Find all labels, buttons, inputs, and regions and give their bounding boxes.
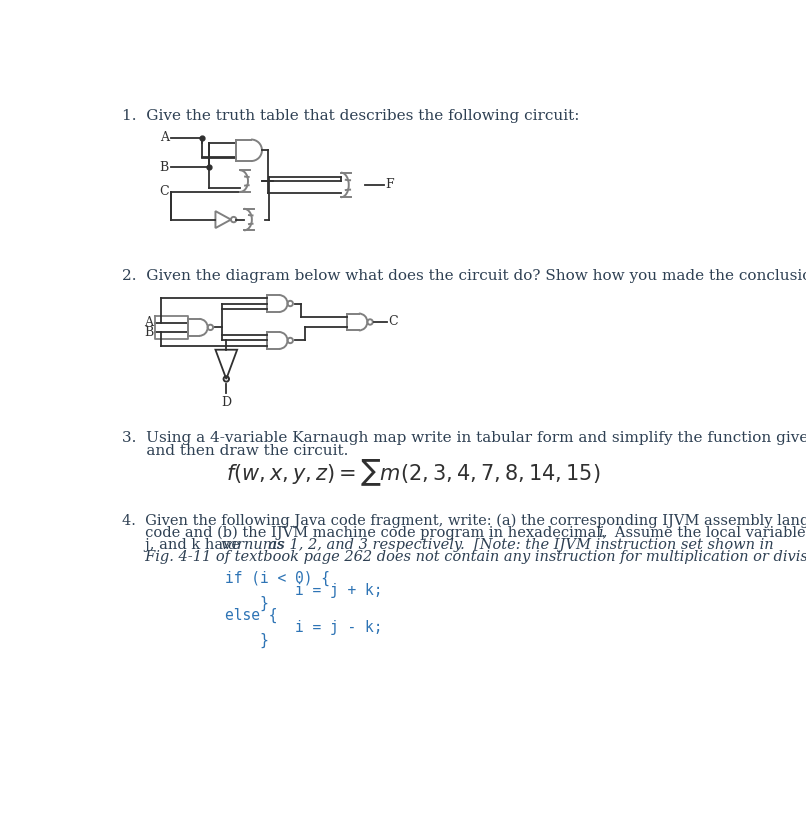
Text: C: C	[160, 185, 169, 198]
Text: $f(w, x, y, z) = \sum m(2,3,4,7,8,14,15)$: $f(w, x, y, z) = \sum m(2,3,4,7,8,14,15)…	[226, 458, 600, 488]
Text: i = j + k;: i = j + k;	[225, 583, 382, 598]
Text: B: B	[160, 161, 169, 174]
Text: as 1, 2, and 3 respectively.  [Note: the IJVM instruction set shown in: as 1, 2, and 3 respectively. [Note: the …	[264, 538, 773, 552]
Text: C: C	[388, 315, 398, 328]
Text: B: B	[144, 326, 153, 339]
Text: j, and k have: j, and k have	[123, 538, 245, 552]
Text: else {: else {	[225, 608, 277, 623]
Text: 4.  Given the following Java code fragment, write: (a) the corresponding IJVM as: 4. Given the following Java code fragmen…	[123, 514, 806, 528]
Text: if (i < 0) {: if (i < 0) {	[225, 570, 330, 586]
Text: 1.  Give the truth table that describes the following circuit:: 1. Give the truth table that describes t…	[123, 109, 580, 122]
Text: 2.  Given the diagram below what does the circuit do? Show how you made the conc: 2. Given the diagram below what does the…	[123, 268, 806, 283]
Text: F: F	[385, 178, 394, 191]
Text: Fig. 4-11 of textbook page 262 does not contain any instruction for multiplicati: Fig. 4-11 of textbook page 262 does not …	[123, 549, 806, 564]
Text: i = j - k;: i = j - k;	[225, 620, 382, 635]
Text: varnums: varnums	[221, 538, 285, 552]
Text: 3.  Using a 4-variable Karnaugh map write in tabular form and simplify the funct: 3. Using a 4-variable Karnaugh map write…	[123, 432, 806, 446]
Text: }: }	[225, 632, 268, 648]
Text: }: }	[225, 596, 268, 610]
Text: A: A	[160, 131, 169, 144]
Text: A: A	[144, 317, 153, 330]
Text: and then draw the circuit.: and then draw the circuit.	[123, 444, 349, 458]
Text: code and (b) the IJVM machine code program in hexadecimal.  Assume the local var: code and (b) the IJVM machine code progr…	[123, 526, 806, 540]
Text: i,: i,	[598, 526, 608, 539]
Text: D: D	[221, 396, 231, 409]
